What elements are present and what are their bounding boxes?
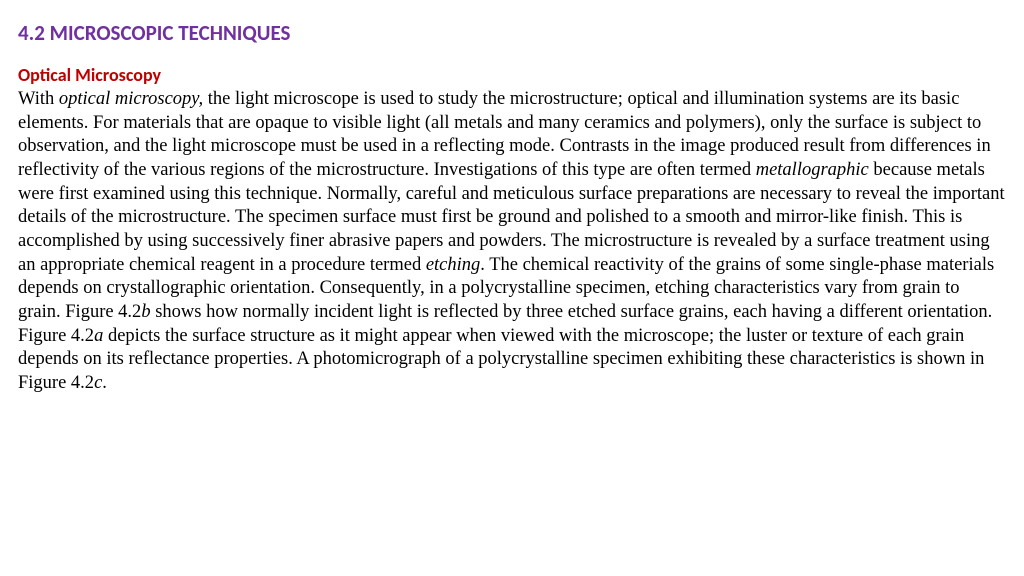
text-run: . bbox=[102, 373, 107, 393]
italic-run: a bbox=[94, 326, 108, 346]
italic-run: b bbox=[141, 302, 155, 322]
italic-run: metallographic bbox=[756, 160, 874, 180]
text-run: With bbox=[18, 89, 59, 109]
section-heading: 4.2 MICROSCOPIC TECHNIQUES bbox=[18, 20, 1006, 46]
body-paragraph: With optical microscopy, the light micro… bbox=[18, 88, 1006, 396]
subsection-heading: Optical Microscopy bbox=[18, 64, 1006, 86]
italic-run: optical microscopy, bbox=[59, 89, 208, 109]
italic-run: etching bbox=[426, 255, 480, 275]
text-run: depicts the surface structure as it migh… bbox=[18, 326, 984, 393]
